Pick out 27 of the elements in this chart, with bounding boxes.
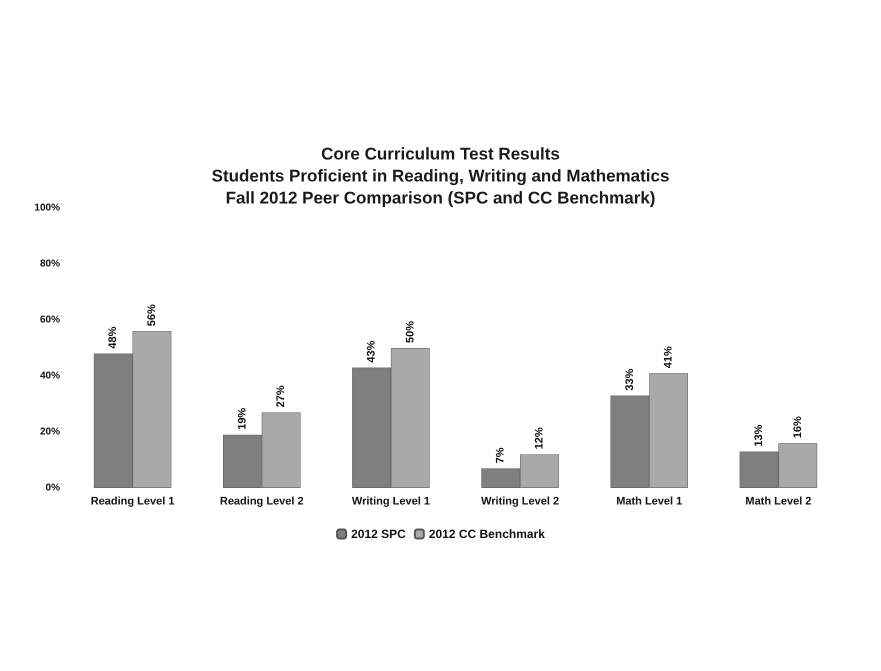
text: 19% (236, 408, 248, 430)
x-tick-label: Math Level 1 (616, 496, 682, 508)
text: 12% (533, 427, 546, 450)
text: 13% (753, 424, 766, 447)
y-tick-label: 100% (34, 202, 60, 214)
y-tick-label: 0% (46, 482, 60, 494)
text: 16% (792, 416, 804, 438)
chart-title: Core Curriculum Test Results Students Proficient in Reading, Writing and Mathematics Fall 2012 Peer Comparison (SPC and CC Benchmark) (212, 144, 670, 208)
text: 33% (624, 368, 636, 391)
x-tick-label: Math Level 2 (745, 496, 812, 508)
text: 43% (366, 340, 378, 363)
text: 27% (275, 385, 288, 408)
x-tick-label: Writing Level 2 (481, 496, 560, 508)
y-tick-label: 60% (40, 314, 60, 326)
x-tick-label: Reading Level 2 (220, 496, 304, 508)
text: 41% (662, 346, 675, 368)
x-tick-label: Writing Level 1 (352, 496, 430, 508)
y-tick-label: 40% (40, 370, 60, 382)
legend-label: 2012 CC Benchmark (428, 527, 546, 541)
text: 56% (146, 304, 158, 326)
x-tick-label: Reading Level 1 (90, 496, 174, 508)
text: 50% (404, 320, 416, 343)
text: 7% (494, 447, 507, 464)
legend-label: 2012 SPC (351, 527, 406, 541)
y-tick-label: 80% (40, 258, 60, 270)
text: 48% (107, 326, 120, 349)
y-tick-label: 20% (40, 426, 60, 438)
